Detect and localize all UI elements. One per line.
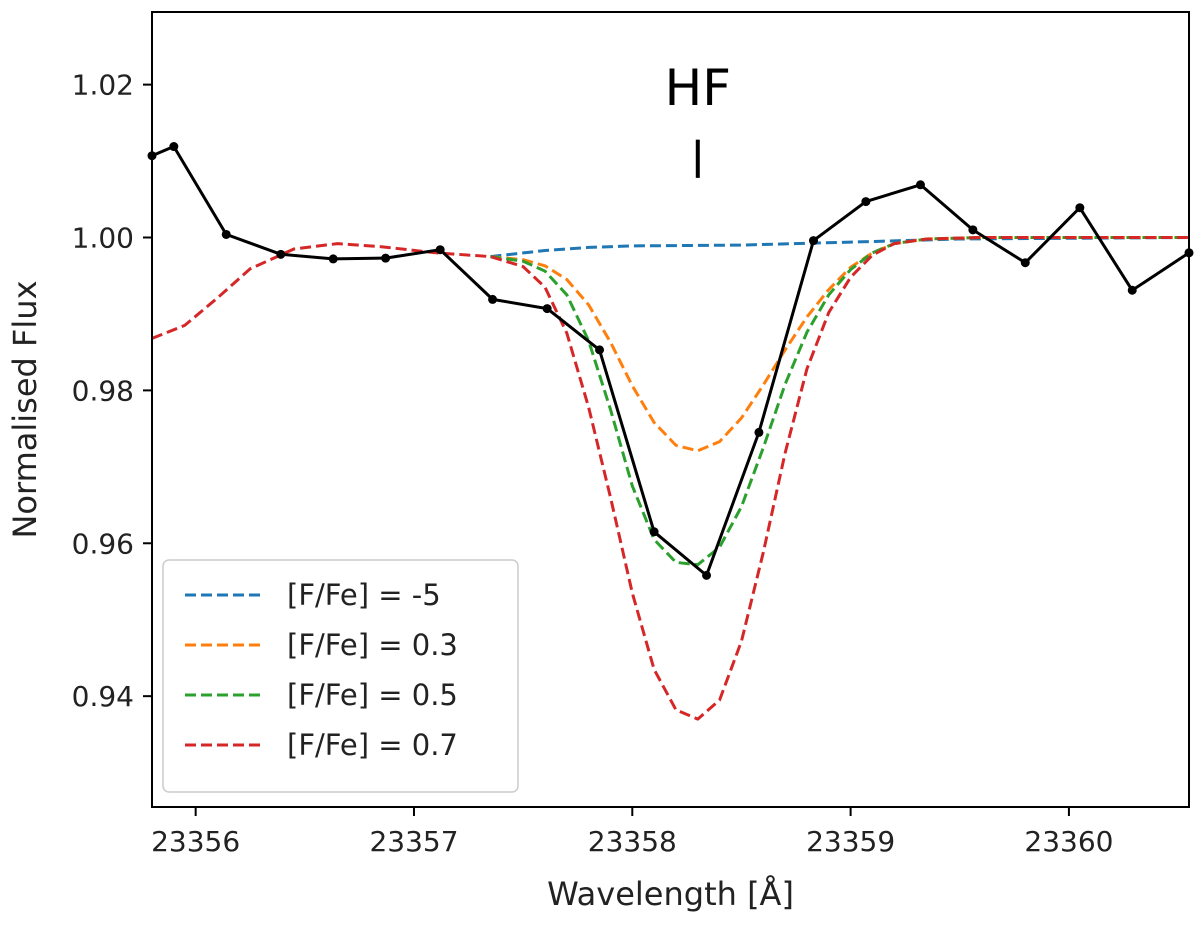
observed-point	[754, 427, 764, 437]
model-line-0	[490, 236, 1190, 259]
x-axis-label: Wavelength [Å]	[547, 875, 794, 913]
model-line-2	[490, 236, 1189, 567]
observed-point	[968, 225, 978, 235]
legend-box	[162, 559, 519, 793]
observed-point	[861, 197, 871, 207]
observed-point	[915, 180, 925, 190]
hf-annotation: HF	[665, 59, 731, 178]
plot-frame	[151, 11, 1190, 808]
observed-point	[435, 245, 445, 255]
observed-point	[595, 345, 605, 355]
x-tick-label: 23359	[806, 825, 895, 858]
x-tick-label: 23356	[151, 825, 240, 858]
y-tick-label: 0.96	[72, 527, 134, 560]
observed-point	[488, 294, 498, 304]
observed-point	[169, 142, 179, 152]
legend-label-2: [F/Fe] = 0.5	[287, 678, 458, 712]
model-line-3	[151, 236, 1189, 721]
model-line-1	[490, 236, 1189, 453]
observed-point	[1020, 258, 1030, 268]
observed-line	[151, 145, 1190, 577]
observed-point	[1127, 285, 1137, 295]
observed-point	[702, 570, 712, 580]
plot-series	[147, 142, 1194, 721]
y-axis-label: Normalised Flux	[6, 280, 44, 538]
y-tick-label: 1.02	[72, 69, 134, 102]
x-axis-ticks: 23356 23357 23358 23359 23360	[151, 807, 1113, 858]
x-tick-label: 23360	[1024, 825, 1113, 858]
observed-point	[381, 253, 391, 263]
observed-point	[649, 527, 659, 537]
observed-point	[808, 236, 818, 246]
y-tick-label: 0.98	[72, 374, 134, 407]
legend-label-3: [F/Fe] = 0.7	[287, 728, 458, 762]
observed-point	[221, 229, 231, 239]
x-tick-label: 23357	[369, 825, 458, 858]
x-tick-label: 23358	[588, 825, 677, 858]
y-axis-ticks: 0.94 0.96 0.98 1.00 1.02	[72, 69, 152, 713]
y-tick-label: 1.00	[72, 222, 134, 255]
observed-point	[1075, 203, 1085, 213]
legend: [F/Fe] = -5 [F/Fe] = 0.3 [F/Fe] = 0.5 [F/Fe…	[162, 559, 519, 793]
y-tick-label: 0.94	[72, 680, 134, 713]
observed-point	[276, 249, 286, 259]
observed-point	[328, 254, 338, 264]
hf-annotation-label: HF	[665, 59, 731, 117]
observed-point	[542, 304, 552, 314]
legend-label-0: [F/Fe] = -5	[287, 578, 441, 612]
legend-label-1: [F/Fe] = 0.3	[287, 628, 458, 662]
